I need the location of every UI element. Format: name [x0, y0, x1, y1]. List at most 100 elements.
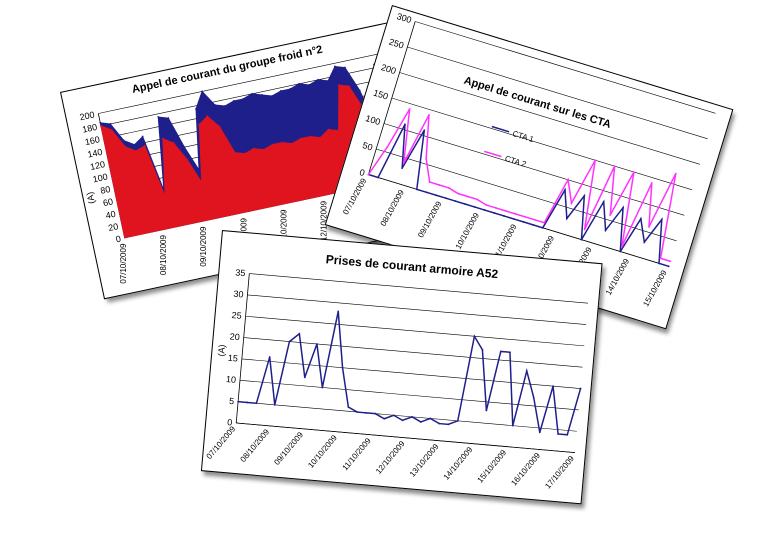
data-point	[622, 206, 624, 209]
data-point	[141, 135, 144, 138]
series-line-0	[368, 123, 669, 268]
data-point	[476, 198, 479, 201]
data-point	[261, 94, 263, 96]
data-point	[374, 412, 377, 415]
data-point	[186, 158, 188, 161]
data-point	[244, 152, 246, 155]
data-point	[565, 217, 568, 220]
y-tick-label: 5	[229, 396, 235, 406]
data-point	[485, 409, 488, 412]
data-point	[327, 128, 330, 131]
data-point	[609, 214, 612, 216]
x-tick-label: 12/10/2009	[319, 200, 328, 241]
data-point	[639, 217, 642, 220]
gridline-1	[238, 401, 577, 432]
gridline-5	[245, 315, 585, 347]
x-tick-label: 08/10/2009	[159, 235, 168, 276]
y-tick-label: 40	[105, 209, 117, 221]
data-point	[109, 123, 112, 125]
data-point	[401, 419, 404, 422]
gridline-6	[247, 294, 587, 325]
data-point	[474, 206, 476, 208]
data-point	[255, 402, 258, 405]
data-point	[268, 356, 271, 358]
data-point	[198, 169, 200, 171]
y-tick-label: 35	[235, 267, 246, 278]
data-point	[448, 187, 450, 189]
data-point	[167, 117, 170, 119]
data-point	[99, 121, 102, 124]
x-tick-label: 12/10/2009	[374, 439, 407, 476]
data-point	[122, 139, 125, 142]
data-point	[567, 178, 569, 181]
data-point	[613, 165, 616, 168]
y-tick-label: 20	[107, 221, 119, 233]
data-point	[667, 265, 670, 268]
legend-swatch-0	[491, 125, 510, 133]
data-point	[402, 162, 405, 164]
data-point	[161, 137, 164, 140]
data-point	[445, 197, 447, 200]
data-point	[604, 229, 607, 232]
y-tick-label: 150	[372, 88, 389, 102]
y-tick-label: 20	[229, 331, 240, 342]
data-point	[532, 223, 534, 226]
data-point	[408, 108, 411, 110]
x-tick-label: 09/10/2009	[272, 430, 305, 467]
data-point	[425, 191, 428, 194]
data-point	[233, 151, 236, 154]
data-point	[377, 176, 379, 179]
data-point	[425, 157, 428, 160]
data-point	[499, 350, 502, 353]
x-tick-label: 07/10/2009	[119, 243, 128, 284]
data-point	[232, 100, 235, 102]
data-point	[237, 400, 240, 403]
data-point	[669, 260, 672, 263]
data-point	[504, 209, 507, 212]
data-point	[429, 417, 432, 420]
data-point	[317, 78, 319, 81]
legend-label-1: CTA 2	[504, 154, 528, 169]
data-point	[356, 411, 359, 413]
data-point	[157, 116, 160, 118]
data-point	[401, 167, 404, 169]
data-point	[466, 195, 469, 198]
data-point	[333, 65, 336, 68]
data-point	[200, 181, 203, 184]
data-point	[473, 335, 476, 338]
data-point	[321, 386, 324, 389]
data-point	[566, 433, 569, 436]
data-point	[341, 366, 344, 369]
gridline-2	[383, 123, 685, 216]
data-point	[533, 218, 536, 221]
y-tick-label: 60	[102, 196, 114, 208]
data-point	[213, 104, 216, 106]
data-point	[583, 228, 586, 231]
data-point	[464, 203, 467, 206]
x-tick-label: 07/10/2009	[341, 176, 369, 216]
gridline-3	[391, 97, 693, 191]
y-tick-label: 100	[92, 172, 109, 185]
data-point	[124, 145, 127, 148]
y-tick-label: 50	[361, 140, 374, 152]
data-point	[281, 141, 283, 144]
data-point	[143, 144, 146, 147]
data-point	[428, 114, 430, 116]
data-point	[289, 88, 292, 90]
data-point	[594, 159, 597, 162]
legend-swatch-1	[484, 150, 502, 158]
data-point	[579, 387, 582, 390]
data-point	[457, 192, 459, 195]
x-tick-label: 08/10/2009	[238, 427, 271, 464]
data-point	[494, 207, 497, 209]
x-tick-label: 09/10/2009	[416, 199, 444, 239]
data-point	[512, 218, 515, 220]
data-point	[383, 417, 386, 420]
data-point	[509, 351, 511, 354]
data-point	[525, 370, 528, 372]
data-point	[580, 238, 583, 241]
series-line-0	[238, 311, 582, 436]
data-point	[246, 401, 249, 404]
data-point	[298, 332, 301, 335]
data-point	[110, 129, 113, 132]
